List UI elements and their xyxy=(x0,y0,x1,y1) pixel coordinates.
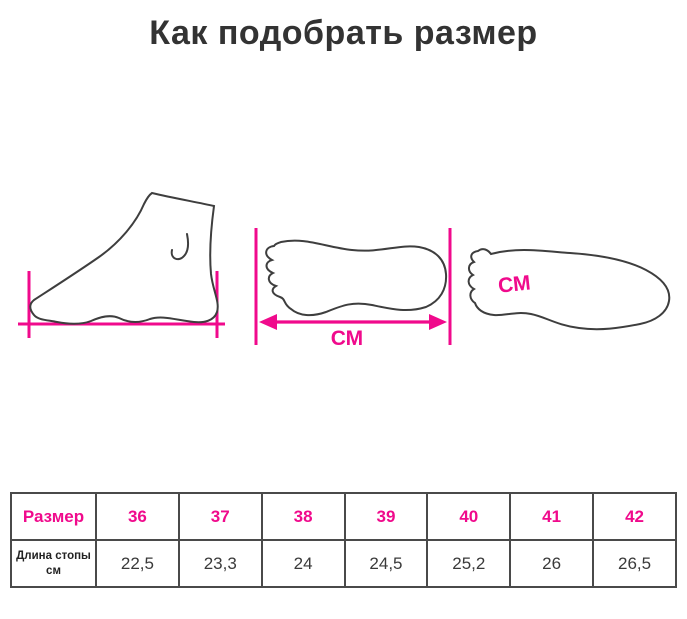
foot-side-view-illustration xyxy=(18,191,225,338)
footprint-outline xyxy=(265,239,448,317)
size-cell: 41 xyxy=(509,492,595,541)
length-cell: 24 xyxy=(260,539,346,588)
size-table-row-sizes: Размер 36 37 38 39 40 41 42 xyxy=(10,492,677,541)
ruler-cm-label: СМ xyxy=(497,271,532,297)
length-arrow xyxy=(259,314,447,330)
foot-side-outline xyxy=(29,191,219,325)
length-row-header: Длина стопы см xyxy=(10,539,97,588)
footprint-cm-label: СМ xyxy=(331,327,363,350)
measurement-illustrations: СМ СМ xyxy=(0,160,687,473)
size-cell: 38 xyxy=(260,492,346,541)
length-cell: 22,5 xyxy=(95,539,180,588)
page-title: Как подобрать размер xyxy=(149,14,538,52)
length-cell: 24,5 xyxy=(343,539,429,588)
size-table-row-lengths: Длина стопы см 22,5 23,3 24 24,5 25,2 26… xyxy=(10,539,677,588)
length-label-line1: Длина стопы xyxy=(16,549,91,562)
arrowhead-right xyxy=(429,314,447,330)
foot-ruler-outline xyxy=(467,248,671,331)
arrowhead-left xyxy=(259,314,277,330)
size-row-header: Размер xyxy=(10,492,97,541)
size-cell: 36 xyxy=(95,492,180,541)
size-cell: 39 xyxy=(343,492,429,541)
length-label-line2: см xyxy=(46,564,61,577)
measurement-illustrations-svg: СМ СМ xyxy=(18,191,671,473)
length-cell: 25,2 xyxy=(426,539,512,588)
size-cell: 42 xyxy=(592,492,677,541)
size-table: Размер 36 37 38 39 40 41 42 Длина стопы … xyxy=(10,492,677,588)
size-cell: 37 xyxy=(177,492,263,541)
footprint-length-illustration: СМ xyxy=(254,228,452,350)
length-cell: 26 xyxy=(509,539,595,588)
length-cell: 26,5 xyxy=(592,539,677,588)
length-cell: 23,3 xyxy=(177,539,263,588)
ankle-bone-mark xyxy=(170,233,189,261)
foot-with-ruler-illustration: СМ xyxy=(459,248,671,473)
size-cell: 40 xyxy=(426,492,512,541)
